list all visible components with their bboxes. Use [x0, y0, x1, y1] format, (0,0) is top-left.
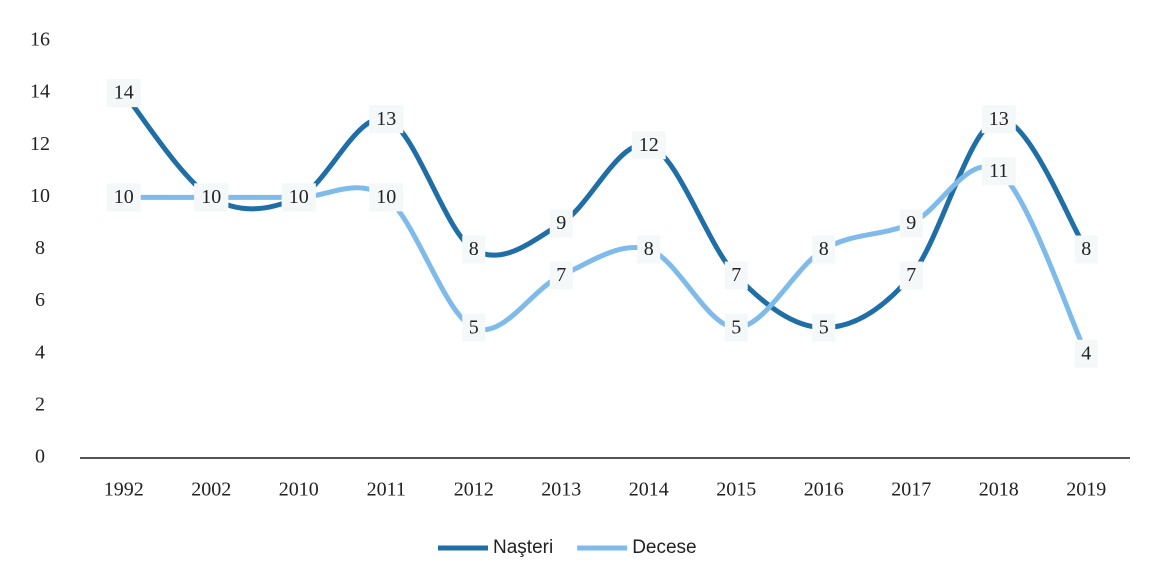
- x-tick-label: 2019: [1066, 479, 1106, 501]
- data-label: 7: [906, 264, 916, 286]
- x-tick-label: 2015: [716, 479, 756, 501]
- data-label-bg: [194, 183, 229, 212]
- data-label-bg: [1074, 339, 1098, 368]
- x-tick-label: 1992: [104, 479, 144, 501]
- y-tick-label: 10: [30, 185, 50, 207]
- data-label-bg: [724, 261, 748, 290]
- data-label: 9: [906, 212, 916, 234]
- data-label: 10: [376, 186, 396, 208]
- x-tick-label: 2012: [454, 479, 494, 501]
- data-label: 14: [114, 82, 134, 104]
- data-label-bg: [369, 183, 404, 212]
- data-label: 8: [469, 238, 479, 260]
- data-label-bg: [106, 183, 141, 212]
- data-label-bg: [1074, 235, 1098, 264]
- y-tick-label: 16: [30, 29, 50, 51]
- data-label: 12: [639, 134, 659, 156]
- y-tick-label: 2: [35, 393, 45, 415]
- data-label-bg: [369, 105, 404, 134]
- x-tick-label: 2017: [891, 479, 931, 501]
- data-label-bg: [812, 235, 836, 264]
- x-tick-label: 2002: [191, 479, 231, 501]
- data-label-bg: [812, 313, 836, 342]
- data-label-bg: [981, 157, 1016, 186]
- data-label: 5: [731, 316, 741, 338]
- data-label: 10: [289, 186, 309, 208]
- data-label-bg: [549, 261, 573, 290]
- data-label: 9: [556, 212, 566, 234]
- y-tick-label: 6: [35, 289, 45, 311]
- data-label-bg: [462, 235, 486, 264]
- x-tick-label: 2011: [367, 479, 406, 501]
- data-label-bg: [106, 79, 141, 108]
- x-tick-label: 2018: [979, 479, 1019, 501]
- y-tick-label: 8: [35, 237, 45, 259]
- x-tick-label: 2014: [629, 479, 669, 501]
- data-label-bg: [724, 313, 748, 342]
- data-label: 8: [819, 238, 829, 260]
- y-tick-label: 0: [35, 446, 45, 468]
- y-tick-label: 12: [30, 133, 50, 155]
- data-label-bg: [281, 183, 316, 212]
- data-label: 5: [819, 316, 829, 338]
- data-label: 8: [1081, 238, 1091, 260]
- data-label-bg: [899, 209, 923, 238]
- data-label: 4: [1081, 342, 1091, 364]
- x-tick-label: 2010: [279, 479, 319, 501]
- legend-label: Naşteri: [493, 537, 553, 558]
- y-tick-label: 4: [35, 341, 45, 363]
- x-tick-label: 2013: [541, 479, 581, 501]
- data-label: 8: [644, 238, 654, 260]
- data-label-bg: [899, 261, 923, 290]
- data-label-bg: [981, 105, 1016, 134]
- data-label: 13: [989, 108, 1009, 130]
- data-label-bg: [462, 313, 486, 342]
- data-label-bg: [637, 235, 661, 264]
- data-label: 13: [376, 108, 396, 130]
- data-label: 11: [989, 160, 1008, 182]
- data-label: 5: [469, 316, 479, 338]
- series-line: [121, 90, 1089, 331]
- y-tick-label: 14: [30, 81, 50, 103]
- data-label: 7: [731, 264, 741, 286]
- series-line: [121, 164, 1089, 357]
- legend-label: Decese: [632, 537, 696, 558]
- data-label: 10: [201, 186, 221, 208]
- data-label: 10: [114, 186, 134, 208]
- data-label-bg: [631, 131, 666, 160]
- data-label: 7: [556, 264, 566, 286]
- data-label-bg: [549, 209, 573, 238]
- x-tick-label: 2016: [804, 479, 844, 501]
